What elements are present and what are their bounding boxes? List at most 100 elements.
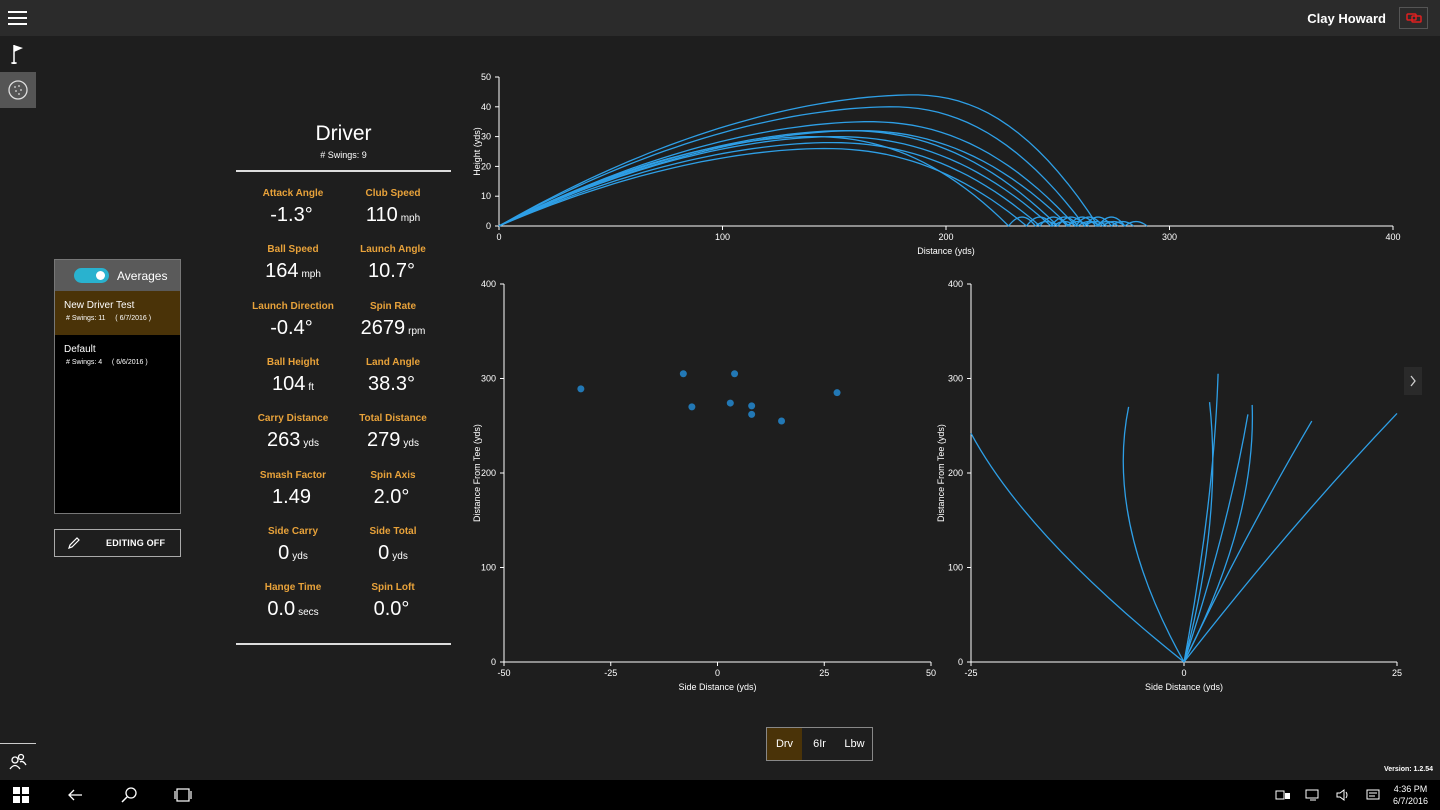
session-name: Default bbox=[64, 344, 96, 355]
stat-item: Spin Axis 2.0° bbox=[338, 470, 448, 509]
stat-item: Launch Direction -0.4° bbox=[238, 301, 348, 340]
stat-item: Attack Angle -1.3° bbox=[238, 188, 348, 227]
stat-item: Side Carry 0 yds bbox=[238, 526, 348, 565]
version-label: Version: 1.2.54 bbox=[1383, 766, 1433, 773]
stat-item: Ball Height 104 ft bbox=[238, 357, 348, 396]
tablet-mode-icon[interactable] bbox=[1274, 786, 1292, 804]
x-tick-label: -50 bbox=[497, 668, 510, 678]
divider bbox=[236, 643, 451, 645]
trajectory-line bbox=[498, 135, 1101, 227]
session-item[interactable]: Default # Swings: 4 ( 6/6/2016 ) bbox=[55, 335, 180, 379]
y-axis-label: Distance From Tee (yds) bbox=[472, 424, 482, 522]
trajectory-line bbox=[498, 121, 1126, 228]
club-button-lbw[interactable]: Lbw bbox=[844, 738, 865, 750]
trajectory-line bbox=[498, 141, 1090, 227]
x-tick-label: 400 bbox=[1385, 232, 1400, 242]
back-arrow-icon[interactable] bbox=[66, 786, 84, 804]
stat-label: Spin Loft bbox=[371, 582, 415, 594]
clock[interactable]: 4:36 PM 6/7/2016 bbox=[1393, 783, 1428, 807]
editing-toggle-button[interactable]: EDITING OFF bbox=[54, 529, 181, 557]
session-date: ( 6/7/2016 ) bbox=[115, 315, 152, 322]
trajectory-line bbox=[498, 135, 1059, 227]
stat-value: 0 bbox=[378, 541, 390, 564]
stat-label: Ball Height bbox=[266, 356, 320, 368]
x-tick-label: 300 bbox=[1162, 232, 1177, 242]
session-name: New Driver Test bbox=[64, 300, 135, 311]
ball-path-line bbox=[970, 433, 1185, 663]
y-tick-label: 0 bbox=[486, 221, 491, 231]
stat-unit: rpm bbox=[408, 325, 426, 337]
stat-item: Total Distance 279 yds bbox=[338, 413, 448, 452]
stat-value: 0.0° bbox=[373, 598, 410, 621]
notifications-icon[interactable] bbox=[1364, 786, 1382, 804]
y-tick-label: 100 bbox=[481, 563, 496, 573]
x-tick-label: -25 bbox=[604, 668, 617, 678]
x-tick-label: 25 bbox=[1392, 668, 1402, 678]
chevron-right-icon[interactable] bbox=[1404, 367, 1422, 395]
stat-label: Smash Factor bbox=[259, 469, 327, 481]
session-item[interactable]: New Driver Test # Swings: 11 ( 6/7/2016 … bbox=[55, 291, 180, 335]
stat-label: Side Total bbox=[369, 525, 417, 537]
stat-unit: yds bbox=[403, 438, 419, 450]
clock-time: 4:36 PM bbox=[1393, 784, 1428, 794]
club-button-drv[interactable]: Drv bbox=[767, 728, 802, 760]
ball-path-line bbox=[1183, 414, 1249, 663]
club-button-6ir[interactable]: 6Ir bbox=[813, 738, 826, 750]
flag-icon[interactable] bbox=[0, 36, 36, 72]
y-tick-label: 10 bbox=[481, 191, 491, 201]
stat-unit: mph bbox=[301, 269, 321, 281]
stat-label: Carry Distance bbox=[257, 413, 329, 425]
scatter-point bbox=[748, 410, 756, 418]
x-axis-label: Side Distance (yds) bbox=[678, 682, 756, 692]
stat-value: 279 bbox=[367, 429, 401, 452]
stat-item: Club Speed 110 mph bbox=[338, 188, 448, 227]
account-icon[interactable] bbox=[1399, 7, 1428, 29]
ball-path-line bbox=[1183, 420, 1313, 663]
y-tick-label: 200 bbox=[481, 468, 496, 478]
stat-value: 0.0 bbox=[267, 598, 296, 621]
stat-label: Land Angle bbox=[365, 356, 421, 368]
stat-label: Spin Rate bbox=[369, 300, 417, 312]
stat-item: Ball Speed 164 mph bbox=[238, 244, 348, 283]
y-tick-label: 400 bbox=[481, 279, 496, 289]
stat-value: 164 bbox=[265, 260, 299, 283]
club-selector: Drv 6Ir Lbw bbox=[766, 727, 873, 761]
stat-unit: ft bbox=[308, 381, 314, 393]
y-tick-label: 300 bbox=[481, 374, 496, 384]
stat-item: Smash Factor 1.49 bbox=[238, 470, 348, 509]
hamburger-menu-icon[interactable] bbox=[8, 11, 27, 25]
search-icon[interactable] bbox=[120, 786, 138, 804]
users-icon[interactable] bbox=[0, 743, 36, 779]
pencil-icon bbox=[68, 537, 80, 549]
ball-path-line bbox=[1183, 413, 1398, 663]
scatter-point bbox=[726, 399, 734, 407]
network-icon[interactable] bbox=[1304, 786, 1322, 804]
stat-label: Launch Direction bbox=[252, 300, 334, 312]
stat-value: 110 bbox=[365, 204, 398, 226]
stat-unit: yds bbox=[392, 550, 408, 562]
golf-ball-icon[interactable] bbox=[0, 72, 36, 108]
task-view-icon[interactable] bbox=[174, 786, 192, 804]
session-date: ( 6/6/2016 ) bbox=[111, 359, 148, 366]
x-axis-label: Distance (yds) bbox=[917, 246, 975, 256]
volume-icon[interactable] bbox=[1334, 786, 1352, 804]
stat-unit: yds bbox=[292, 550, 308, 562]
sessions-panel: Averages New Driver Test # Swings: 11 ( … bbox=[54, 259, 181, 514]
scatter-point bbox=[778, 417, 786, 425]
stat-item: Land Angle 38.3° bbox=[338, 357, 448, 396]
x-tick-label: 50 bbox=[926, 668, 936, 678]
y-tick-label: 50 bbox=[481, 72, 491, 82]
averages-header: Averages bbox=[55, 260, 180, 291]
scatter-point bbox=[577, 385, 585, 393]
y-tick-label: 0 bbox=[958, 657, 963, 667]
windows-start-icon[interactable] bbox=[12, 786, 30, 804]
y-tick-label: 0 bbox=[491, 657, 496, 667]
stat-item: Carry Distance 263 yds bbox=[238, 413, 348, 452]
averages-toggle[interactable] bbox=[74, 268, 109, 283]
stat-label: Hange Time bbox=[264, 582, 322, 594]
stat-item: Launch Angle 10.7° bbox=[338, 244, 448, 283]
x-tick-label: -25 bbox=[964, 668, 977, 678]
club-title: Driver bbox=[315, 122, 372, 145]
stat-label: Total Distance bbox=[359, 413, 427, 425]
